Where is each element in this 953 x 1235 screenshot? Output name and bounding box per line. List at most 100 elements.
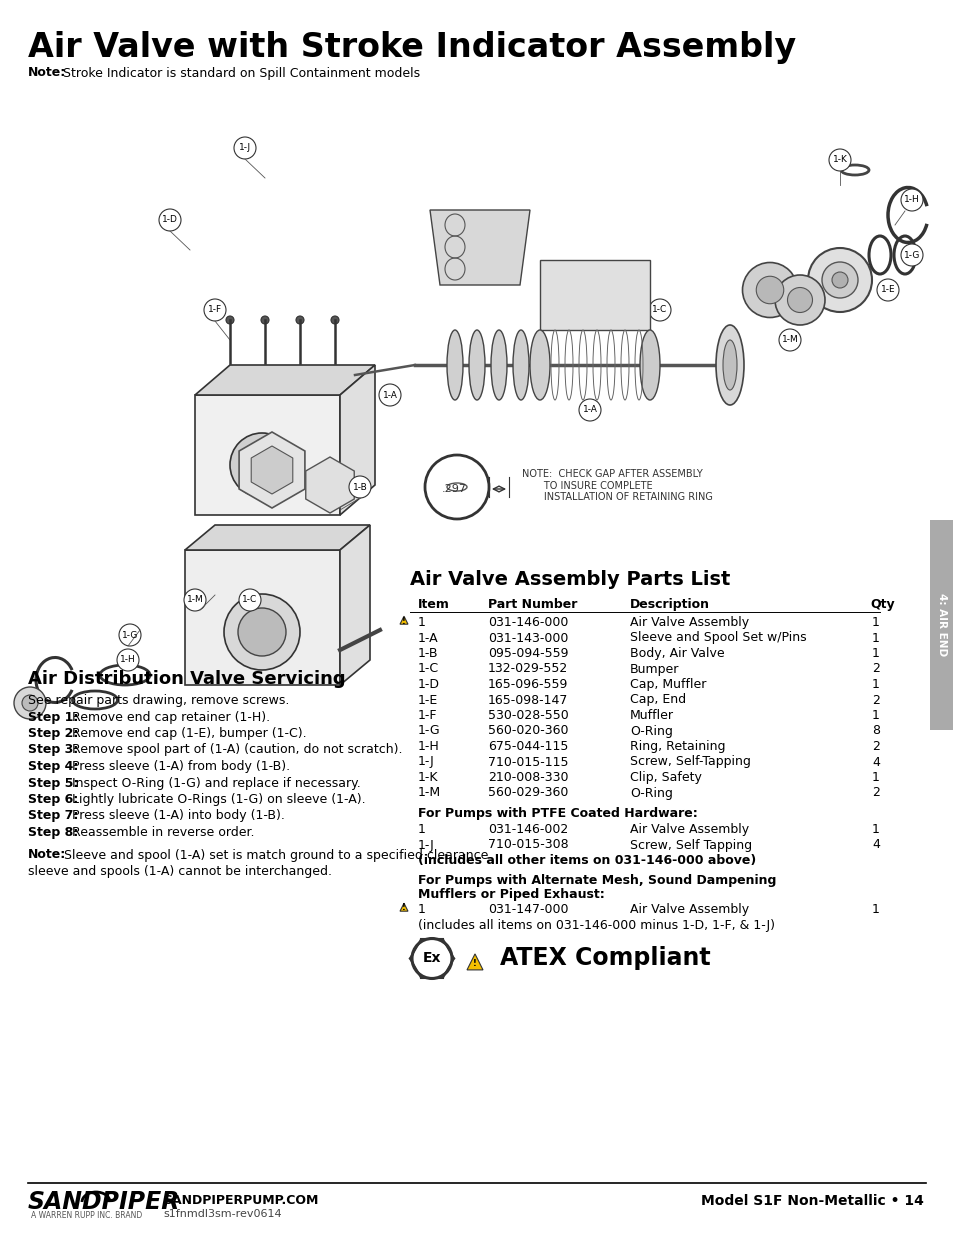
Text: Part Number: Part Number bbox=[488, 598, 577, 611]
Text: 1: 1 bbox=[871, 631, 879, 645]
Text: Air Valve Assembly: Air Valve Assembly bbox=[629, 616, 748, 629]
Circle shape bbox=[828, 149, 850, 170]
Text: 1-G: 1-G bbox=[902, 251, 920, 259]
Text: Ex: Ex bbox=[422, 951, 441, 966]
Text: 1-J: 1-J bbox=[417, 756, 435, 768]
Text: Sleeve and spool (1-A) set is match ground to a specified clearance: Sleeve and spool (1-A) set is match grou… bbox=[60, 848, 488, 862]
Text: 1-E: 1-E bbox=[880, 285, 894, 294]
Circle shape bbox=[226, 316, 233, 324]
Text: 1-M: 1-M bbox=[781, 336, 798, 345]
Text: 710-015-308: 710-015-308 bbox=[488, 839, 568, 851]
Text: 1: 1 bbox=[871, 903, 879, 916]
Polygon shape bbox=[339, 366, 375, 515]
Text: Note:: Note: bbox=[28, 67, 66, 79]
Text: Step 3:: Step 3: bbox=[28, 743, 78, 757]
Text: 4: 4 bbox=[871, 839, 879, 851]
Text: 1-E: 1-E bbox=[417, 694, 437, 706]
Circle shape bbox=[204, 299, 226, 321]
Text: 132-029-552: 132-029-552 bbox=[488, 662, 568, 676]
Text: Air Distribution Valve Servicing: Air Distribution Valve Servicing bbox=[28, 671, 345, 688]
Text: Lightly lubricate O-Rings (1-G) on sleeve (1-A).: Lightly lubricate O-Rings (1-G) on sleev… bbox=[71, 793, 365, 806]
Circle shape bbox=[22, 695, 38, 711]
Circle shape bbox=[119, 624, 141, 646]
Text: 4: AIR END: 4: AIR END bbox=[936, 594, 946, 657]
Text: Stroke Indicator is standard on Spill Containment models: Stroke Indicator is standard on Spill Co… bbox=[59, 67, 419, 79]
Text: Cap, End: Cap, End bbox=[629, 694, 685, 706]
Text: 1-G: 1-G bbox=[417, 725, 440, 737]
Text: 1: 1 bbox=[871, 709, 879, 722]
Text: O-Ring: O-Ring bbox=[629, 725, 672, 737]
Text: 1-D: 1-D bbox=[417, 678, 439, 692]
Text: Air Valve with Stroke Indicator Assembly: Air Valve with Stroke Indicator Assembly bbox=[28, 32, 796, 64]
Text: 165-096-559: 165-096-559 bbox=[488, 678, 568, 692]
Circle shape bbox=[807, 248, 871, 312]
Polygon shape bbox=[399, 903, 408, 911]
Text: 675-044-115: 675-044-115 bbox=[488, 740, 568, 753]
Circle shape bbox=[253, 457, 270, 473]
Ellipse shape bbox=[639, 330, 659, 400]
Text: 1-C: 1-C bbox=[417, 662, 438, 676]
Bar bbox=[539, 261, 649, 330]
Text: !: ! bbox=[401, 904, 406, 913]
Ellipse shape bbox=[469, 330, 484, 400]
Text: 1: 1 bbox=[417, 903, 425, 916]
Circle shape bbox=[237, 608, 286, 656]
Bar bbox=[194, 395, 339, 515]
Text: 1-K: 1-K bbox=[417, 771, 438, 784]
Text: Air Valve Assembly: Air Valve Assembly bbox=[629, 903, 748, 916]
Text: 1: 1 bbox=[871, 678, 879, 692]
Text: 4: 4 bbox=[871, 756, 879, 768]
Ellipse shape bbox=[716, 325, 743, 405]
Text: 1-M: 1-M bbox=[417, 787, 440, 799]
Text: 1: 1 bbox=[871, 823, 879, 836]
Circle shape bbox=[831, 272, 847, 288]
Text: 8: 8 bbox=[871, 725, 879, 737]
Text: !: ! bbox=[401, 616, 406, 625]
Polygon shape bbox=[467, 953, 482, 969]
Circle shape bbox=[184, 589, 206, 611]
Polygon shape bbox=[399, 616, 408, 624]
Circle shape bbox=[14, 687, 46, 719]
Text: Step 8:: Step 8: bbox=[28, 826, 78, 839]
Text: Step 6:: Step 6: bbox=[28, 793, 78, 806]
Text: Reassemble in reverse order.: Reassemble in reverse order. bbox=[71, 826, 254, 839]
Text: 1-J: 1-J bbox=[417, 839, 435, 851]
Text: 1: 1 bbox=[417, 616, 425, 629]
Text: 1-C: 1-C bbox=[242, 595, 257, 604]
Text: Inspect O-Ring (1-G) and replace if necessary.: Inspect O-Ring (1-G) and replace if nece… bbox=[71, 777, 360, 789]
Bar bbox=[185, 550, 339, 685]
Polygon shape bbox=[239, 432, 305, 508]
Ellipse shape bbox=[447, 330, 462, 400]
Polygon shape bbox=[305, 457, 354, 513]
Ellipse shape bbox=[491, 330, 506, 400]
Text: A WARREN RUPP INC. BRAND: A WARREN RUPP INC. BRAND bbox=[30, 1212, 142, 1220]
Text: Screw, Self-Tapping: Screw, Self-Tapping bbox=[629, 756, 750, 768]
Circle shape bbox=[578, 399, 600, 421]
Ellipse shape bbox=[756, 277, 783, 304]
Circle shape bbox=[779, 329, 801, 351]
Text: 1-K: 1-K bbox=[832, 156, 846, 164]
Text: 1-F: 1-F bbox=[417, 709, 437, 722]
Text: Remove end cap retainer (1-H).: Remove end cap retainer (1-H). bbox=[71, 710, 270, 724]
Text: 2: 2 bbox=[871, 662, 879, 676]
Text: Mufflers or Piped Exhaust:: Mufflers or Piped Exhaust: bbox=[417, 888, 604, 902]
Polygon shape bbox=[251, 446, 293, 494]
Text: 031-143-000: 031-143-000 bbox=[488, 631, 568, 645]
Text: 2: 2 bbox=[871, 740, 879, 753]
Circle shape bbox=[244, 447, 280, 483]
Polygon shape bbox=[430, 210, 530, 285]
Text: Description: Description bbox=[629, 598, 709, 611]
Text: 1-H: 1-H bbox=[120, 656, 135, 664]
Circle shape bbox=[331, 316, 338, 324]
Ellipse shape bbox=[774, 275, 824, 325]
Text: 1-C: 1-C bbox=[652, 305, 667, 315]
Text: Step 2:: Step 2: bbox=[28, 727, 78, 740]
Text: Step 7:: Step 7: bbox=[28, 809, 78, 823]
Text: 1-A: 1-A bbox=[382, 390, 397, 399]
Text: SANDPIPERPUMP.COM: SANDPIPERPUMP.COM bbox=[163, 1194, 318, 1208]
Text: Model S1F Non-Metallic • 14: Model S1F Non-Metallic • 14 bbox=[700, 1194, 923, 1208]
Text: 1-A: 1-A bbox=[582, 405, 597, 415]
Circle shape bbox=[900, 189, 923, 211]
Bar bbox=[929, 520, 953, 730]
Circle shape bbox=[230, 433, 294, 496]
